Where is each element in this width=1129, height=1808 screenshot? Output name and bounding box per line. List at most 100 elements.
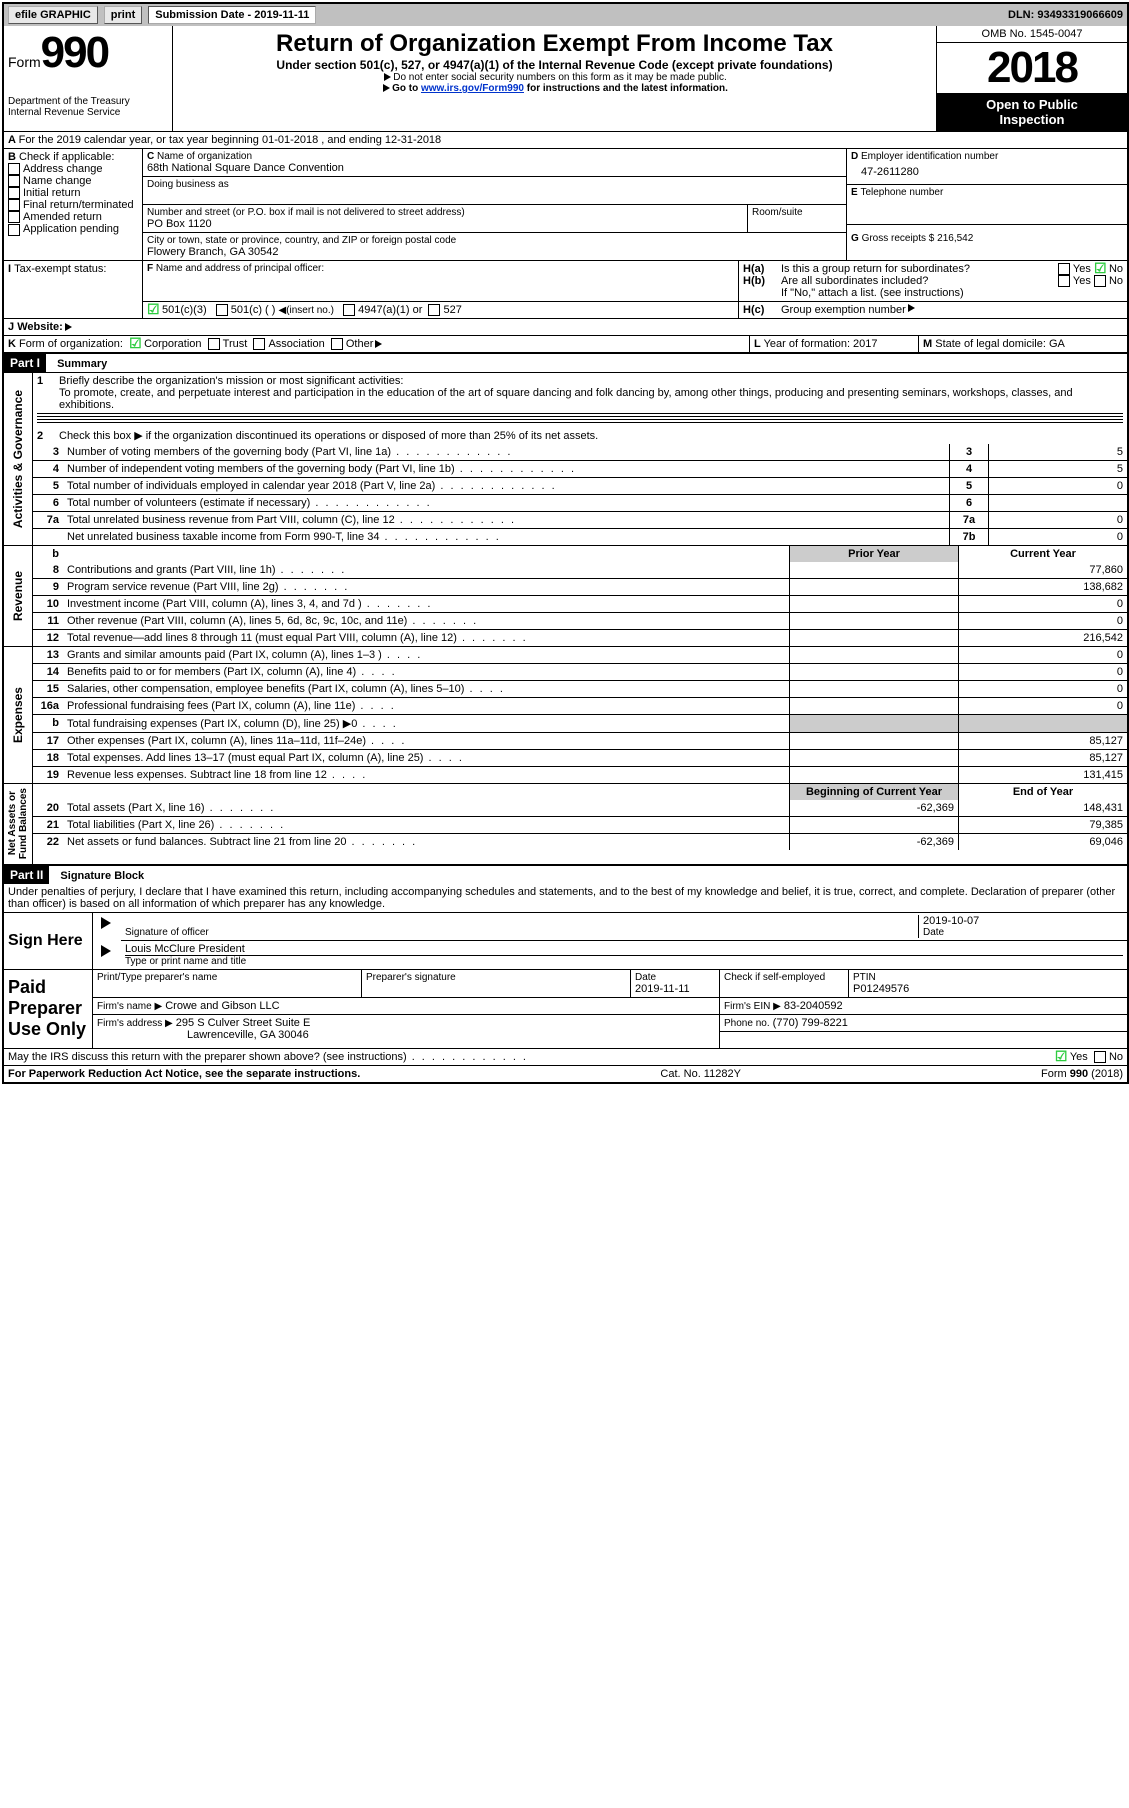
- na-table: Beginning of Current YearEnd of Year 20T…: [33, 784, 1127, 850]
- dept-line1: Department of the Treasury: [8, 96, 168, 107]
- tax-year: 2018: [937, 43, 1127, 93]
- checkbox-icon[interactable]: [8, 175, 20, 187]
- print-button[interactable]: print: [104, 6, 142, 24]
- table-row: 15Salaries, other compensation, employee…: [33, 681, 1127, 698]
- form-org-label: Form of organization:: [19, 338, 123, 350]
- sign-here-label: Sign Here: [4, 913, 93, 969]
- checkbox-icon[interactable]: [253, 338, 265, 350]
- firm-name-label: Firm's name ▶: [97, 1001, 162, 1012]
- checkbox-icon[interactable]: [8, 163, 20, 175]
- hc-label: Group exemption number: [781, 304, 906, 316]
- checkbox-icon[interactable]: [8, 199, 20, 211]
- dba-label: Doing business as: [147, 179, 842, 190]
- dept-line2: Internal Revenue Service: [8, 107, 168, 118]
- checkbox-icon[interactable]: [428, 304, 440, 316]
- table-row: 6Total number of volunteers (estimate if…: [33, 495, 1127, 512]
- checkbox-checked-icon[interactable]: ☑: [129, 338, 141, 350]
- firm-addr1: 295 S Culver Street Suite E: [176, 1017, 311, 1029]
- chk-address: Address change: [23, 163, 103, 175]
- prep-date-label: Date: [635, 972, 715, 983]
- end-year-hdr: End of Year: [959, 784, 1128, 800]
- checkbox-icon[interactable]: [8, 187, 20, 199]
- chk-initial: Initial return: [23, 187, 80, 199]
- year-formation: Year of formation: 2017: [764, 338, 878, 350]
- open-public-2: Inspection: [999, 112, 1064, 127]
- sig-date-label: Date: [923, 927, 1123, 938]
- checkbox-icon[interactable]: [208, 338, 220, 350]
- checkbox-icon[interactable]: [1058, 263, 1070, 275]
- firm-addr-label: Firm's address ▶: [97, 1018, 173, 1029]
- firm-phone-label: Phone no.: [724, 1018, 770, 1029]
- form-container: efile GRAPHIC print Submission Date - 20…: [2, 2, 1129, 1084]
- table-row: 11Other revenue (Part VIII, column (A), …: [33, 613, 1127, 630]
- no-label: No: [1109, 275, 1123, 287]
- checkbox-icon[interactable]: [1058, 275, 1070, 287]
- checkbox-icon[interactable]: [216, 304, 228, 316]
- top-toolbar: efile GRAPHIC print Submission Date - 20…: [4, 4, 1127, 26]
- irs-link[interactable]: www.irs.gov/Form990: [421, 83, 524, 94]
- 501c-label: 501(c) ( ): [231, 304, 276, 316]
- 501c3-label: 501(c)(3): [162, 304, 207, 316]
- checkbox-icon[interactable]: [8, 211, 20, 223]
- arrow-icon: [384, 73, 391, 81]
- table-row: 5Total number of individuals employed in…: [33, 478, 1127, 495]
- other-label: Other: [346, 338, 374, 350]
- footer-center: Cat. No. 11282Y: [660, 1068, 741, 1080]
- yes-label: Yes: [1073, 263, 1091, 275]
- chk-final: Final return/terminated: [23, 199, 134, 211]
- org-address: PO Box 1120: [147, 218, 743, 230]
- footer-left: For Paperwork Reduction Act Notice, see …: [8, 1068, 360, 1080]
- chk-name: Name change: [23, 175, 92, 187]
- checkbox-icon[interactable]: [1094, 275, 1106, 287]
- form-number: 990: [41, 28, 108, 77]
- firm-phone-value: (770) 799-8221: [773, 1017, 848, 1029]
- org-city: Flowery Branch, GA 30542: [147, 246, 842, 258]
- officer-label: Name and address of principal officer:: [156, 263, 324, 274]
- firm-ein-label: Firm's EIN ▶: [724, 1001, 781, 1012]
- self-emp-check: Check if self-employed: [724, 972, 844, 983]
- table-row: 7aTotal unrelated business revenue from …: [33, 512, 1127, 529]
- firm-name-value: Crowe and Gibson LLC: [165, 1000, 279, 1012]
- box-b-header: Check if applicable:: [19, 151, 114, 163]
- ein-value: 47-2611280: [851, 162, 1123, 182]
- prep-name-label: Print/Type preparer's name: [97, 972, 357, 983]
- side-label-ag: Activities & Governance: [9, 386, 27, 532]
- table-row: 12Total revenue—add lines 8 through 11 (…: [33, 630, 1127, 647]
- efile-button[interactable]: efile GRAPHIC: [8, 6, 98, 24]
- checkbox-icon[interactable]: [1094, 1051, 1106, 1063]
- discuss-label: May the IRS discuss this return with the…: [8, 1051, 407, 1063]
- table-row: 20Total assets (Part X, line 16)-62,3691…: [33, 800, 1127, 817]
- ptin-value: P01249576: [853, 983, 1123, 995]
- chk-pending: Application pending: [23, 223, 119, 235]
- arrow-icon: [101, 945, 111, 957]
- hb-label: Are all subordinates included?: [781, 275, 1058, 287]
- table-row: 18Total expenses. Add lines 13–17 (must …: [33, 750, 1127, 767]
- table-row: 16aProfessional fundraising fees (Part I…: [33, 698, 1127, 715]
- curr-year-hdr: Current Year: [959, 546, 1128, 562]
- omb-number: OMB No. 1545-0047: [937, 26, 1127, 43]
- table-row: 8Contributions and grants (Part VIII, li…: [33, 562, 1127, 579]
- form-subtitle-2: Do not enter social security numbers on …: [393, 72, 726, 83]
- submission-date: Submission Date - 2019-11-11: [148, 6, 316, 24]
- arrow-icon: [375, 340, 382, 348]
- 527-label: 527: [443, 304, 461, 316]
- yes-label: Yes: [1070, 1051, 1088, 1063]
- checkbox-icon[interactable]: [8, 224, 20, 236]
- city-label: City or town, state or province, country…: [147, 235, 842, 246]
- table-row: 14Benefits paid to or for members (Part …: [33, 664, 1127, 681]
- table-row: bTotal fundraising expenses (Part IX, co…: [33, 715, 1127, 733]
- gross-receipts: Gross receipts $ 216,542: [862, 233, 974, 244]
- checkbox-icon[interactable]: [331, 338, 343, 350]
- ag-table: 3Number of voting members of the governi…: [33, 444, 1127, 545]
- sig-officer-label: Signature of officer: [125, 927, 918, 938]
- side-label-exp: Expenses: [9, 683, 27, 747]
- checkbox-checked-icon[interactable]: ☑: [147, 304, 159, 316]
- firm-ein-value: 83-2040592: [784, 1000, 843, 1012]
- side-label-na: Net Assets or Fund Balances: [5, 784, 31, 863]
- 4947-label: 4947(a)(1) or: [358, 304, 422, 316]
- checkbox-checked-icon[interactable]: ☑: [1055, 1051, 1067, 1063]
- checkbox-icon[interactable]: [343, 304, 355, 316]
- checkbox-checked-icon[interactable]: ☑: [1094, 263, 1106, 275]
- sig-date-value: 2019-10-07: [923, 915, 1123, 927]
- ptin-label: PTIN: [853, 972, 1123, 983]
